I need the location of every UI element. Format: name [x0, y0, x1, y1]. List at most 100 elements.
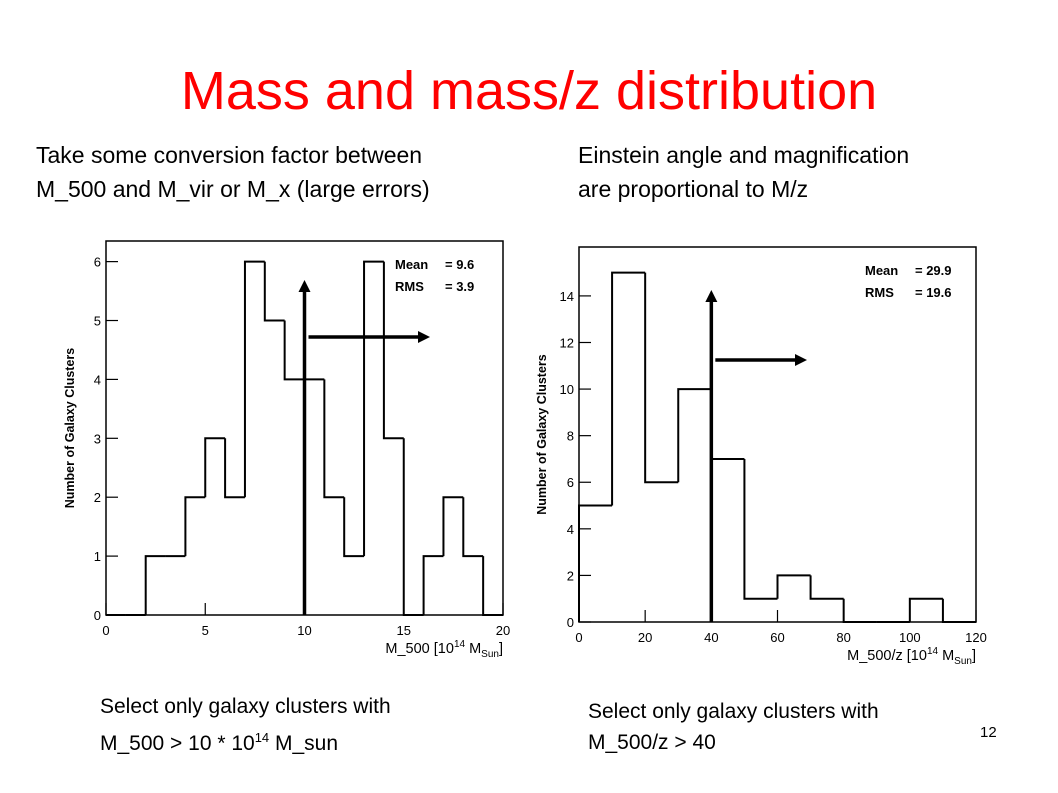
chart-1-x-axis-label-pre: M_500/z [10 [847, 648, 927, 664]
chart-1-y-tick-label-7: 14 [560, 289, 574, 304]
chart-0-x-tick-label-0: 0 [102, 623, 109, 638]
chart-0-x-axis-label-pre: M_500 [10 [385, 641, 454, 657]
left-description-line-2: M_500 and M_vir or M_x (large errors) [36, 176, 430, 202]
chart-0-y-tick-label-0: 0 [94, 608, 101, 623]
right-selection-note-line-1: Select only galaxy clusters with [588, 700, 879, 723]
chart-0-histogram-bin-17 [442, 496, 464, 557]
chart-0-y-tick-label-3: 3 [94, 431, 101, 446]
chart-1-direction-arrowhead [795, 354, 807, 366]
chart-1-plot-frame [578, 246, 977, 623]
chart-1-y-axis-label: Number of Galaxy Clusters [535, 354, 549, 515]
chart-1-stat-label-1: RMS [865, 285, 894, 300]
slide-title: Mass and mass/z distribution [180, 61, 878, 121]
chart-0-histogram-bin-15 [402, 438, 424, 616]
chart-1-y-tick-label-3: 6 [567, 475, 574, 490]
chart-0-x-axis-label-post: ] [499, 641, 503, 657]
chart-1-stat-label-0: Mean [865, 263, 898, 278]
chart-1-histogram-bin-3 [677, 388, 712, 483]
chart-0-direction-arrowhead [418, 331, 430, 343]
mass-over-z-histogram: 0 20 40 60 80 100 120 0 2 4 6 8 10 12 14 Number of Gala… [535, 246, 987, 667]
chart-0-histogram-bin-4 [184, 496, 206, 557]
chart-1-stat-value-1: = 19.6 [915, 285, 952, 300]
page-number: 12 [980, 724, 997, 741]
chart-0-y-tick-label-6: 6 [94, 255, 101, 270]
chart-1-x-tick-label-4: 80 [836, 630, 850, 645]
left-note-pre: M_500 > 10 * 10 [100, 732, 255, 755]
chart-0-stat-value-1: = 3.9 [445, 279, 474, 294]
chart-0-histogram-bin-11 [323, 379, 345, 499]
chart-0-histogram-bin-8 [263, 261, 285, 322]
right-description-line-2: are proportional to M/z [578, 176, 809, 202]
chart-0-histogram-bin-6 [224, 438, 245, 499]
chart-0-histogram-bin-7 [243, 260, 265, 498]
chart-1-x-axis-label-subscript: Sun [954, 656, 972, 667]
right-selection-note: Select only galaxy clusters with M_500/z… [588, 696, 879, 758]
chart-0-histogram-bin-2 [144, 555, 166, 615]
right-selection-note-line-2: M_500/z > 40 [588, 731, 716, 754]
chart-1-histogram-bin-4 [710, 389, 745, 460]
chart-1-histogram-bin-0 [578, 504, 613, 622]
left-description-line-1: Take some conversion factor between [36, 142, 423, 168]
chart-1-x-axis-label-post: ] [972, 648, 976, 664]
chart-1-y-tick-label-2: 4 [567, 522, 574, 537]
chart-0-x-tick-label-3: 15 [397, 623, 411, 638]
chart-0-y-axis-label: Number of Galaxy Clusters [63, 348, 77, 509]
chart-0-x-tick-label-2: 10 [297, 623, 311, 638]
chart-1-x-axis-label: M_500/z [1014 MSun] [847, 646, 976, 667]
chart-1-y-tick-label-6: 12 [560, 335, 574, 350]
chart-1-x-tick-label-1: 20 [638, 630, 652, 645]
chart-0-y-tick-label-5: 5 [94, 314, 101, 329]
chart-1-x-axis-label-exponent: 14 [927, 646, 939, 657]
right-description: Einstein angle and magnification are pro… [578, 138, 1048, 206]
chart-0-histogram-bin-19 [482, 556, 503, 616]
left-selection-note: Select only galaxy clusters with M_500 >… [100, 691, 391, 759]
chart-1-cut-arrowhead [705, 290, 718, 302]
chart-1-x-tick-label-5: 100 [899, 630, 921, 645]
chart-0-y-tick-label-4: 4 [94, 372, 101, 387]
chart-0-histogram-bin-18 [462, 497, 484, 558]
chart-1-histogram-bin-2 [644, 272, 679, 484]
chart-0-x-axis-label: M_500 [1014 MSun] [385, 639, 503, 660]
left-selection-note-line-1: Select only galaxy clusters with [100, 695, 391, 718]
chart-1-histogram-bin-5 [743, 458, 778, 600]
left-description: Take some conversion factor between M_50… [36, 138, 566, 206]
left-selection-note-line-2: M_500 > 10 * 1014 M_sun [100, 722, 391, 759]
chart-0-x-tick-label-4: 20 [496, 623, 510, 638]
chart-0-histogram-bin-12 [343, 497, 365, 558]
chart-1-x-tick-label-6: 120 [965, 630, 987, 645]
chart-0-x-axis-label-exponent: 14 [454, 639, 466, 650]
chart-0-stat-label-0: Mean [395, 257, 428, 272]
chart-0-histogram-bin-14 [382, 261, 404, 440]
chart-0-y-tick-label-1: 1 [94, 549, 101, 564]
chart-1-y-tick-label-0: 0 [567, 615, 574, 630]
chart-1-y-tick-label-5: 10 [560, 382, 574, 397]
chart-1-y-tick-label-4: 8 [567, 429, 574, 444]
chart-0-cut-arrowhead [298, 280, 311, 292]
chart-0-x-tick-label-1: 5 [202, 623, 209, 638]
mass-histogram: 0 5 10 15 20 0 1 2 3 4 5 6 Number of Galaxy Clusters… [63, 240, 510, 660]
chart-1-x-tick-label-0: 0 [575, 630, 582, 645]
chart-1-x-tick-label-3: 60 [770, 630, 784, 645]
chart-0-histogram-bin-5 [204, 437, 226, 498]
chart-1-histogram-bin-7 [809, 575, 844, 600]
left-note-post: M_sun [269, 732, 339, 755]
chart-0-x-axis-label-subscript: Sun [481, 649, 499, 660]
chart-1-histogram-bin-10 [908, 597, 943, 622]
chart-1-y-tick-label-1: 2 [567, 568, 574, 583]
chart-1-histogram-bin-11 [941, 598, 976, 623]
chart-1-stat-value-0: = 29.9 [915, 263, 952, 278]
chart-1-histogram-bin-1 [611, 271, 646, 506]
chart-0-histogram-bin-13 [363, 260, 384, 557]
left-note-exponent: 14 [254, 730, 270, 745]
right-description-line-1: Einstein angle and magnification [578, 142, 910, 168]
chart-0-histogram-bin-9 [283, 320, 305, 381]
chart-0-y-tick-label-2: 2 [94, 490, 101, 505]
chart-1-histogram-bin-6 [776, 574, 811, 599]
chart-1-histogram-bin-8 [842, 598, 877, 623]
chart-1-x-axis-label-mid: M [938, 648, 954, 664]
chart-0-x-axis-label-mid: M [465, 641, 481, 657]
chart-0-stat-value-0: = 9.6 [445, 257, 474, 272]
chart-1-x-tick-label-2: 40 [704, 630, 718, 645]
chart-0-histogram-bin-16 [422, 555, 444, 615]
chart-0-stat-label-1: RMS [395, 279, 424, 294]
